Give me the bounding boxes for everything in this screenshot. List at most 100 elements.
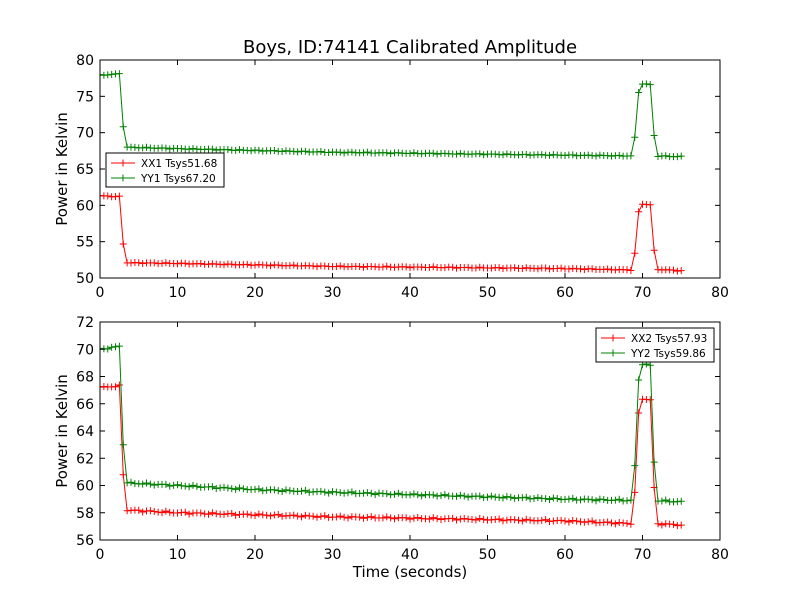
data-point [453,516,460,524]
x-tick-label: 0 [96,547,105,563]
y-tick-label: 70 [76,342,94,358]
y-tick-label: 60 [76,479,94,495]
data-point [185,145,193,153]
legend-marker [119,159,127,167]
data-point [208,483,216,491]
data-point [143,479,150,487]
data-point [115,342,123,350]
legend-label: YY2 Tsys59.86 [630,348,706,360]
data-point [243,260,251,268]
legend-entry-1: XX2 Tsys57.93 [601,333,707,345]
data-point [360,149,367,157]
x-tick-label: 10 [169,285,187,301]
data-point [189,481,197,489]
data-point [119,240,127,248]
data-point [387,150,395,158]
data-point [278,147,286,155]
data-point [170,481,178,489]
data-point [387,514,395,522]
data-point [433,150,441,158]
data-point [515,516,522,524]
data-point [150,507,158,515]
data-point [623,266,631,274]
data-point [414,491,422,499]
data-point [499,517,507,525]
data-point [453,492,460,500]
data-point [363,513,371,521]
x-tick-label: 0 [96,285,105,301]
data-point [228,509,236,517]
data-point [410,514,418,522]
data-point [592,152,600,160]
data-point [212,484,220,492]
data-point [546,517,553,525]
data-point [360,263,367,271]
data-point [453,150,460,158]
data-point [604,265,612,273]
data-point [391,515,398,523]
data-point [677,267,685,275]
x-axis-label: Time (seconds) [352,563,468,581]
data-point [162,480,170,488]
legend-entry-2: YY1 Tsys67.20 [111,173,216,185]
data-point [631,249,639,257]
data-point [580,265,588,273]
data-point [290,147,298,155]
data-point [495,493,503,501]
data-point [588,265,596,273]
data-point [433,515,441,523]
data-point [100,71,104,79]
data-point [429,514,437,522]
data-point [363,148,371,156]
data-point [336,262,344,270]
data-point [197,509,205,517]
data-point [158,259,166,267]
data-point [484,493,491,501]
data-point [557,516,565,524]
data-point [332,513,340,521]
data-point [220,483,228,491]
legend: XX2 Tsys57.93 YY2 Tsys59.86 [595,327,715,363]
data-point [441,491,449,499]
data-point [383,490,391,498]
data-point [123,479,131,487]
data-point [224,146,232,154]
y-tick-label: 56 [76,533,94,549]
data-point [487,264,495,272]
data-point [344,489,352,497]
data-point [317,512,325,520]
data-point [236,146,243,154]
data-point [565,265,573,273]
data-point [673,153,681,161]
data-point [267,262,274,270]
data-point [162,507,170,515]
data-point [646,361,654,369]
data-point [437,492,445,500]
data-point [611,266,619,274]
data-point [549,494,557,502]
data-point [298,513,305,521]
data-point [604,518,612,526]
data-point [150,259,158,267]
y-axis-label: Power in Kelvin [53,112,71,226]
data-point [526,516,534,524]
data-point [449,514,457,522]
data-point [301,486,309,494]
data-point [332,263,340,271]
data-point [371,491,379,499]
data-point [247,511,255,519]
data-point [119,441,127,449]
data-point [259,487,267,495]
data-point [313,513,321,521]
data-point [363,489,371,497]
data-point [588,517,596,525]
y-tick-label: 50 [76,271,94,287]
y-tick-label: 68 [76,370,94,386]
data-point [635,409,643,417]
data-point [290,261,298,269]
data-point [290,511,298,519]
data-point [119,471,127,479]
data-point [112,343,119,351]
data-point [592,497,600,505]
data-point [611,520,619,528]
